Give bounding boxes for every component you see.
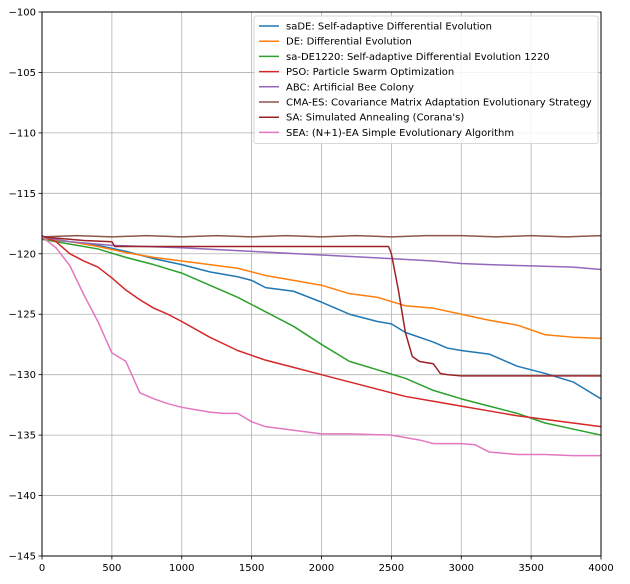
series-line-0 [42,238,601,400]
y-tick-label: −120 [9,249,36,260]
x-tick-label: 4000 [588,563,613,574]
legend-label: PSO: Particle Swarm Optimization [286,67,454,78]
series-line-3 [42,234,601,428]
y-tick-label: −145 [9,552,36,563]
x-tick-label: 2500 [379,563,404,574]
y-tick-label: −115 [9,189,36,200]
y-tick-label: −130 [9,370,36,381]
legend-label: SA: Simulated Annealing (Corana's) [286,113,464,124]
series-line-5 [42,234,601,238]
legend-label: ABC: Artificial Bee Colony [286,82,414,93]
y-tick-label: −125 [9,310,36,321]
x-tick-label: 500 [102,563,121,574]
legend-label: saDE: Self-adaptive Differential Evoluti… [286,22,492,33]
y-tick-label: −100 [9,8,36,19]
series-line-1 [42,237,601,340]
x-tick-label: 3500 [518,563,543,574]
legend-label: CMA-ES: Covariance Matrix Adaptation Evo… [286,98,592,109]
legend-label: DE: Differential Evolution [286,37,412,48]
legend: saDE: Self-adaptive Differential Evoluti… [253,15,599,144]
legend-label: SEA: (N+1)-EA Simple Evolutionary Algori… [286,128,514,139]
y-tick-label: −110 [9,128,36,139]
axis-ticks: 0 500 1000 1500 2000 2500 3000 3500 4000 −145 −140… [9,8,614,575]
y-tick-label: −135 [9,431,36,442]
x-tick-label: 1000 [169,563,194,574]
x-tick-label: 3000 [449,563,474,574]
series-line-2 [42,238,601,436]
y-tick-label: −140 [9,491,36,502]
x-tick-label: 2000 [309,563,334,574]
legend-box [253,15,599,144]
series-line-7 [42,236,601,457]
x-tick-label: 1500 [239,563,264,574]
y-tick-label: −105 [9,68,36,79]
series-line-6 [42,236,601,377]
legend-label: sa-DE1220: Self-adaptive Differential Ev… [286,52,550,63]
series-lines [42,234,601,457]
series-line-4 [42,236,601,271]
x-tick-label: 0 [39,563,45,574]
